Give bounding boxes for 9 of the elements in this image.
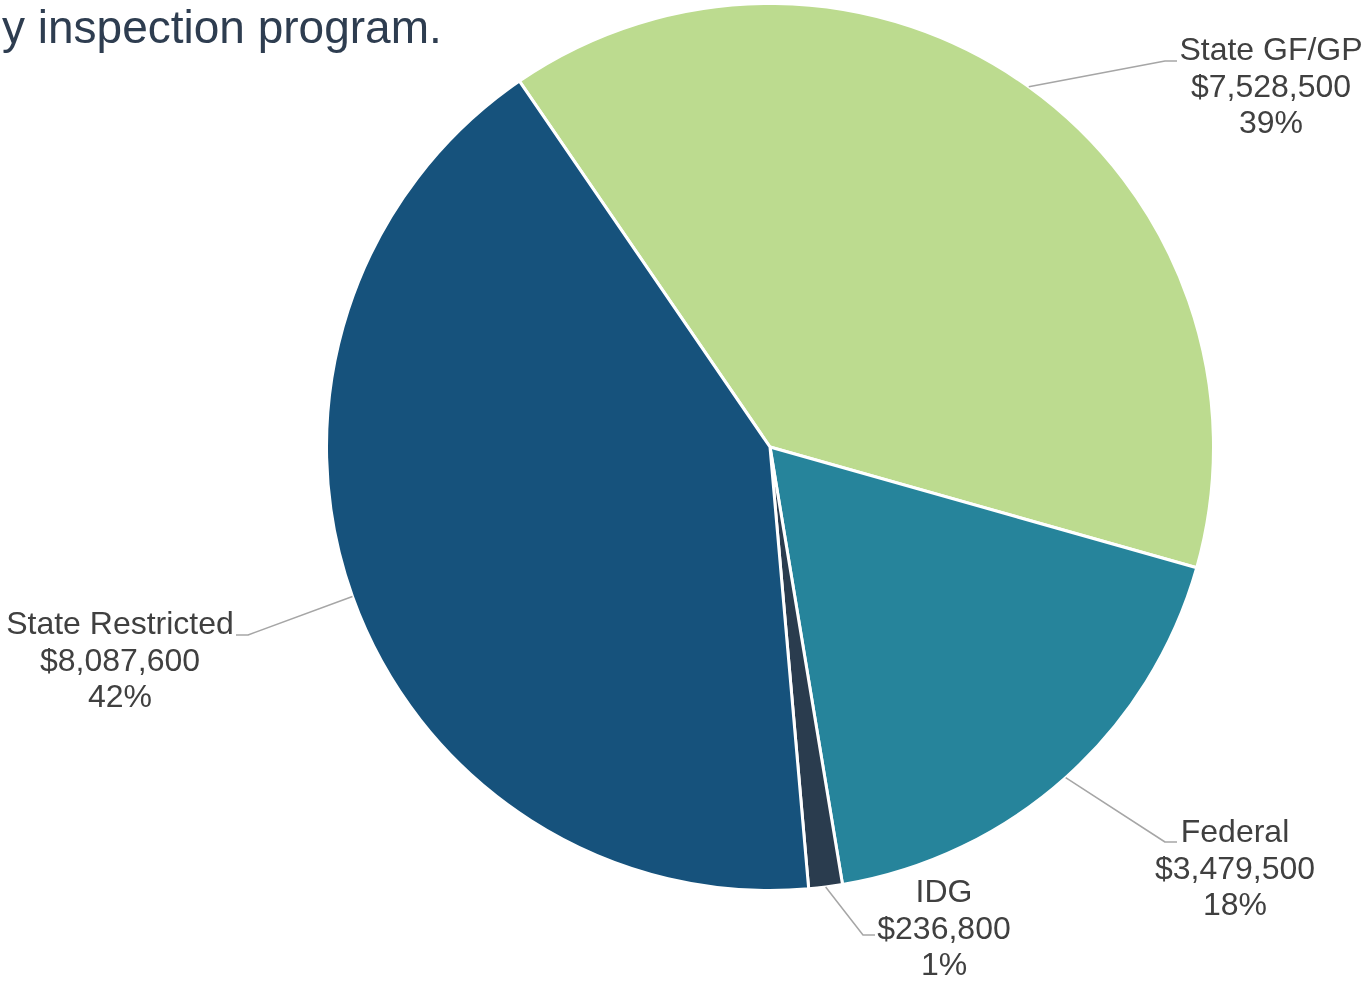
data-label: $7,528,500 39% xyxy=(1190,67,1352,141)
data-label: $3,479,500 18% xyxy=(1154,849,1316,923)
slice-label: State Restricted xyxy=(6,605,234,642)
data-label: $236,800 1% xyxy=(877,909,1011,983)
data-label: $8,087,600 42% xyxy=(39,641,201,715)
slice-label: IDG xyxy=(915,873,973,910)
chart-title: y inspection program. xyxy=(2,1,442,53)
slice-label: Federal xyxy=(1180,813,1290,850)
slice-label: State GF/GP xyxy=(1179,31,1363,68)
